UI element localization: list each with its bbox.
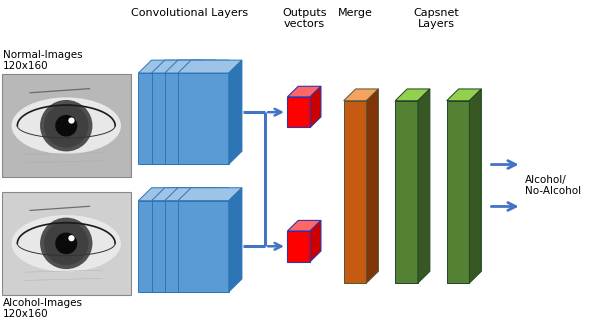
Bar: [2, 192, 131, 295]
Polygon shape: [139, 73, 189, 164]
Ellipse shape: [11, 215, 121, 272]
Text: Normal-Images
120x160: Normal-Images 120x160: [3, 50, 83, 71]
Polygon shape: [178, 188, 242, 201]
Circle shape: [40, 100, 92, 152]
Polygon shape: [189, 60, 202, 164]
Polygon shape: [165, 73, 215, 164]
Bar: [244, 111, 264, 247]
Polygon shape: [287, 97, 310, 127]
Polygon shape: [139, 60, 202, 73]
Circle shape: [40, 218, 92, 269]
Polygon shape: [229, 188, 242, 292]
Polygon shape: [202, 60, 215, 164]
Polygon shape: [395, 89, 430, 101]
Polygon shape: [202, 188, 215, 292]
Text: Capsnet
Layers: Capsnet Layers: [413, 8, 459, 29]
Polygon shape: [418, 89, 430, 283]
Polygon shape: [152, 188, 215, 201]
Polygon shape: [229, 60, 242, 164]
Polygon shape: [152, 73, 202, 164]
Polygon shape: [165, 201, 215, 292]
Text: Merge: Merge: [338, 8, 373, 18]
Circle shape: [68, 235, 74, 241]
Polygon shape: [310, 86, 321, 127]
Polygon shape: [152, 60, 215, 73]
Ellipse shape: [11, 97, 121, 154]
Text: Alcohol/
No-Alcohol: Alcohol/ No-Alcohol: [525, 175, 581, 196]
Polygon shape: [469, 89, 481, 283]
Polygon shape: [152, 201, 202, 292]
Polygon shape: [367, 89, 379, 283]
Circle shape: [68, 117, 74, 124]
Polygon shape: [165, 188, 229, 201]
Polygon shape: [287, 220, 321, 231]
Polygon shape: [446, 101, 469, 283]
Polygon shape: [139, 201, 189, 292]
Circle shape: [44, 104, 89, 148]
Text: Alcohol-Images
120x160: Alcohol-Images 120x160: [3, 298, 83, 319]
Polygon shape: [215, 60, 229, 164]
Text: Convolutional Layers: Convolutional Layers: [131, 8, 248, 18]
Circle shape: [55, 232, 77, 254]
Polygon shape: [178, 201, 229, 292]
Polygon shape: [139, 188, 202, 201]
Polygon shape: [344, 89, 379, 101]
Circle shape: [44, 221, 89, 265]
Polygon shape: [178, 73, 229, 164]
Circle shape: [55, 115, 77, 137]
Polygon shape: [287, 86, 321, 97]
Bar: [2, 74, 131, 177]
Polygon shape: [287, 231, 310, 261]
Polygon shape: [395, 101, 418, 283]
Polygon shape: [215, 188, 229, 292]
Polygon shape: [165, 60, 229, 73]
Polygon shape: [344, 101, 367, 283]
Polygon shape: [189, 188, 202, 292]
Polygon shape: [446, 89, 481, 101]
Polygon shape: [310, 220, 321, 261]
Text: Outputs
vectors: Outputs vectors: [282, 8, 326, 29]
Polygon shape: [178, 60, 242, 73]
